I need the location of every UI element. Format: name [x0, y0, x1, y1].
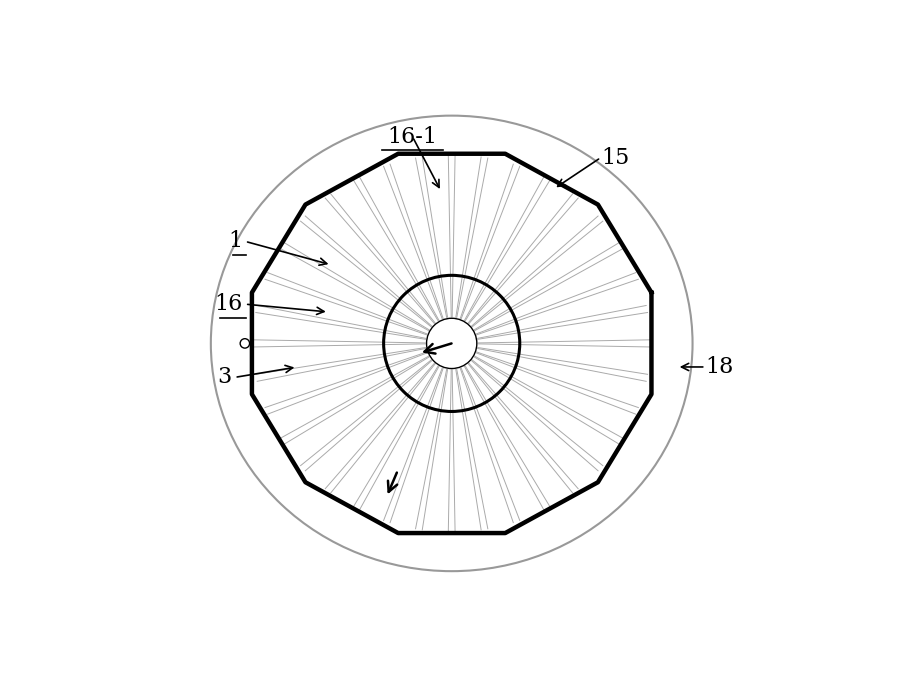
Text: 15: 15 [600, 146, 629, 169]
Text: 1: 1 [228, 231, 242, 252]
Text: 18: 18 [705, 356, 733, 378]
Text: 3: 3 [218, 367, 231, 388]
Circle shape [426, 318, 476, 369]
Text: 16: 16 [214, 293, 242, 315]
Text: 16-1: 16-1 [387, 126, 437, 148]
